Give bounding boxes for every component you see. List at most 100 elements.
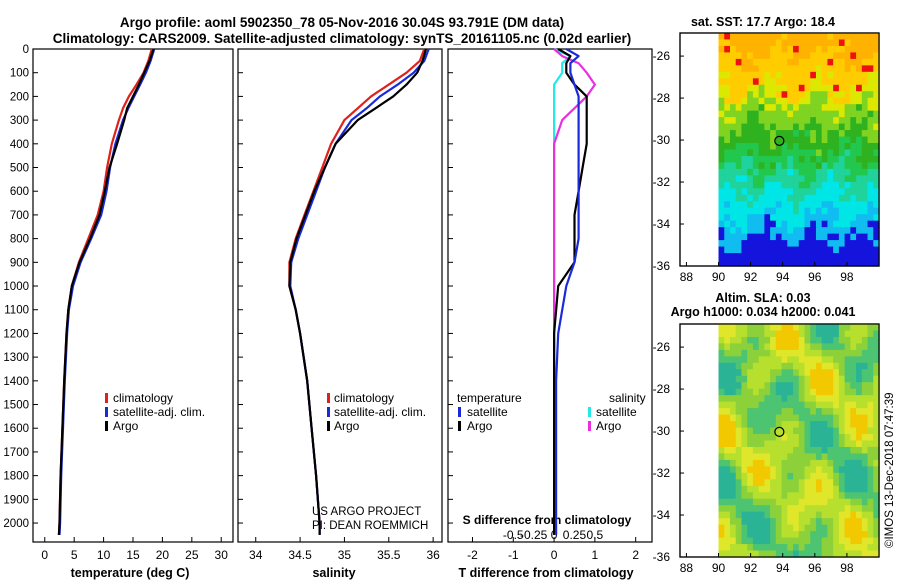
map-cell xyxy=(815,233,823,241)
map-cell xyxy=(758,110,765,118)
map-cell xyxy=(793,498,800,506)
map-cell xyxy=(793,544,800,552)
depth-tick-label: 1100 xyxy=(4,305,29,317)
map-cell xyxy=(844,421,851,429)
map-cell xyxy=(867,349,874,357)
map-cell xyxy=(747,356,754,364)
map-cell xyxy=(844,531,851,539)
map-cell xyxy=(724,531,731,539)
map-cell xyxy=(724,408,731,416)
map-cell xyxy=(804,175,811,183)
map-cell xyxy=(873,117,880,125)
map-cell xyxy=(735,459,743,467)
map-cell xyxy=(827,382,834,390)
map-cell xyxy=(747,479,754,487)
map-cell xyxy=(775,356,783,364)
map-cell xyxy=(775,388,783,396)
map-cell xyxy=(815,466,823,474)
map-cell xyxy=(735,550,743,558)
x2-tick-label: 0 xyxy=(551,528,558,542)
map-cell xyxy=(838,58,846,66)
map-cell xyxy=(815,220,823,228)
map-cell xyxy=(752,97,760,105)
map-cell xyxy=(856,472,863,480)
map-cell xyxy=(850,414,857,422)
map-cell xyxy=(815,414,823,422)
map-cell xyxy=(867,472,874,480)
map-cell xyxy=(781,45,788,54)
map-cell xyxy=(833,375,840,383)
map-cell xyxy=(804,84,811,92)
map-cell xyxy=(718,39,725,47)
map-cell xyxy=(729,246,737,254)
map-cell xyxy=(873,110,880,118)
map-cell xyxy=(850,446,857,455)
map-cell xyxy=(838,130,846,138)
map-cell xyxy=(752,369,760,377)
map-cell xyxy=(775,214,783,222)
map-cell xyxy=(787,162,794,170)
map-cell xyxy=(764,246,771,254)
map-cell xyxy=(781,201,788,209)
map-cell xyxy=(752,453,760,461)
map-cell xyxy=(810,421,817,429)
map-cell xyxy=(873,427,880,435)
map-cell xyxy=(741,356,748,364)
map-cell xyxy=(873,544,880,552)
map-cell xyxy=(741,155,748,164)
map-cell xyxy=(821,434,829,442)
map-cell xyxy=(775,324,783,332)
map-cell xyxy=(747,531,754,539)
map-cell xyxy=(724,395,731,403)
map-cell xyxy=(793,58,800,66)
map-cell xyxy=(775,253,783,261)
map-cell xyxy=(798,78,806,86)
map-cell xyxy=(729,362,737,370)
map-cell xyxy=(781,240,788,248)
map-cell xyxy=(741,446,748,455)
map-cell xyxy=(815,349,823,357)
x-tick-label: 20 xyxy=(156,548,170,562)
map-cell xyxy=(758,188,765,196)
map-cell xyxy=(758,97,765,105)
map-cell xyxy=(793,414,800,422)
map-cell xyxy=(752,395,760,403)
map-cell xyxy=(787,498,794,506)
map-cell xyxy=(775,511,783,519)
map-cell xyxy=(775,220,783,228)
map-cell xyxy=(735,544,743,552)
map-cell xyxy=(729,511,737,519)
map-cell xyxy=(810,537,817,545)
map-cell xyxy=(758,39,765,47)
map-cell xyxy=(844,472,851,480)
map-cell xyxy=(718,168,725,176)
map-cell xyxy=(764,427,771,435)
map-cell xyxy=(729,253,737,261)
map-cell xyxy=(775,466,783,474)
map-cell xyxy=(844,214,851,222)
map-cell xyxy=(770,472,777,480)
map-cell xyxy=(873,414,880,422)
map-cell xyxy=(775,117,783,125)
map-cell xyxy=(798,408,806,416)
map-cell xyxy=(770,369,777,377)
map-cell xyxy=(827,58,834,66)
map-cell xyxy=(781,194,788,202)
map-cell xyxy=(781,58,788,66)
map-cell xyxy=(729,136,737,144)
map-cell xyxy=(856,388,863,396)
map-cell xyxy=(758,434,765,442)
map-cell xyxy=(827,401,834,409)
map-cell xyxy=(833,194,840,202)
map-cell xyxy=(729,104,737,112)
map-cell xyxy=(815,324,823,332)
map-cell xyxy=(741,52,748,60)
map-cell xyxy=(781,91,788,99)
map-cell xyxy=(752,162,760,170)
map-cell xyxy=(810,362,817,370)
map-cell xyxy=(724,324,731,332)
map-cell xyxy=(861,388,869,396)
map-cell xyxy=(850,537,857,545)
map-cell xyxy=(735,485,743,493)
